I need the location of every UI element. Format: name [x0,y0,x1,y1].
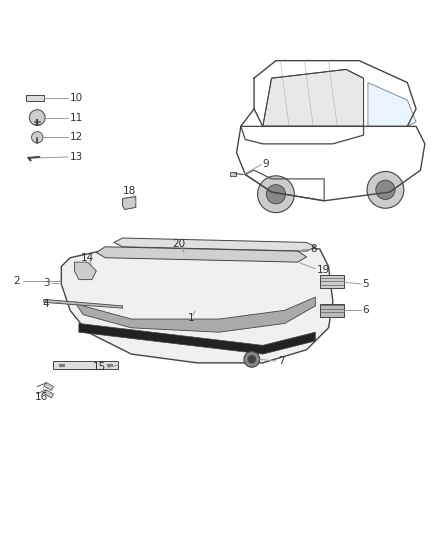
Text: 3: 3 [43,278,49,288]
Text: 9: 9 [263,159,269,169]
Text: 12: 12 [70,132,83,142]
Bar [44,390,53,398]
Text: 13: 13 [70,152,83,162]
Circle shape [32,132,43,143]
Polygon shape [53,361,118,369]
Polygon shape [368,83,416,126]
Polygon shape [114,238,315,251]
Polygon shape [230,172,236,176]
Bar [107,364,112,366]
Text: 6: 6 [363,305,369,316]
Text: 11: 11 [70,112,83,123]
Polygon shape [79,324,315,354]
Polygon shape [74,297,315,332]
Polygon shape [61,245,333,363]
Text: 14: 14 [81,253,94,263]
Circle shape [266,184,286,204]
Bar [59,364,64,366]
Circle shape [29,110,45,125]
Text: 15: 15 [93,362,106,372]
Text: 1: 1 [187,313,194,323]
Text: 16: 16 [35,392,48,401]
Circle shape [248,356,256,364]
Circle shape [376,180,395,199]
Polygon shape [320,304,344,317]
Polygon shape [123,197,136,209]
Text: 4: 4 [43,299,49,309]
Circle shape [244,351,260,367]
Text: 18: 18 [123,186,136,196]
Bar [320,275,344,288]
Text: 8: 8 [311,244,317,254]
Polygon shape [74,262,96,280]
Polygon shape [44,300,123,308]
Text: 7: 7 [278,356,284,366]
Text: 2: 2 [14,276,20,286]
Bar [44,382,53,391]
Circle shape [367,172,404,208]
Circle shape [258,176,294,213]
Text: 5: 5 [363,279,369,289]
Polygon shape [263,69,364,126]
Text: 10: 10 [70,93,83,103]
Polygon shape [96,247,307,262]
Text: 20: 20 [172,239,185,249]
Polygon shape [26,95,44,101]
Text: 19: 19 [317,264,330,274]
